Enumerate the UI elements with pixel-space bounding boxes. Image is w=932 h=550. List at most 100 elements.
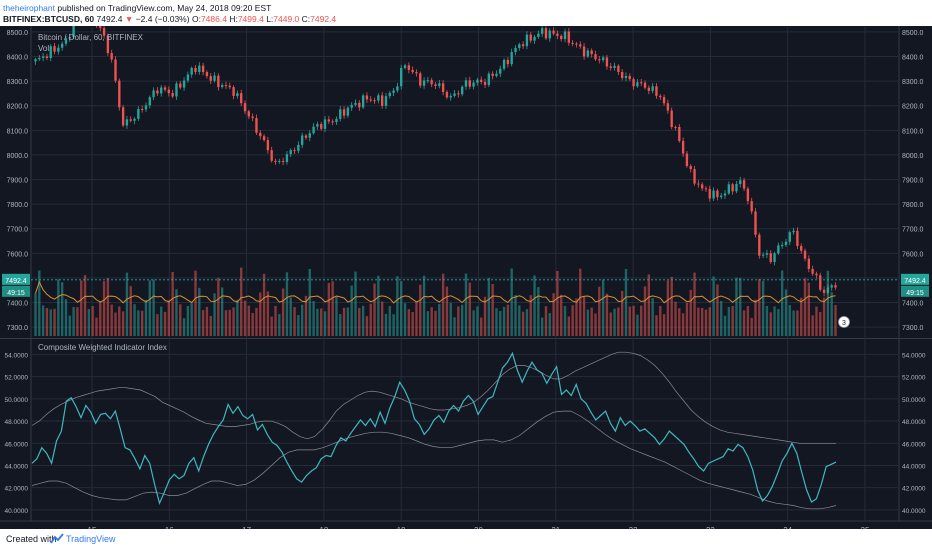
candle-body — [53, 46, 56, 52]
volume-bar — [796, 310, 799, 336]
author-link[interactable]: theheirophant — [3, 3, 55, 13]
candle-body — [57, 47, 60, 52]
candle-body — [807, 258, 811, 269]
volume-bar — [251, 313, 254, 336]
candle-body — [133, 118, 136, 121]
candle-body — [60, 43, 64, 48]
volume-bar — [712, 276, 715, 336]
volume-bar — [525, 309, 529, 336]
candle-body — [453, 93, 456, 96]
volume-bar — [834, 305, 837, 336]
candle-body — [483, 81, 487, 85]
candle-body — [620, 72, 624, 79]
indicator-tick-label-right: 40.0000 — [902, 508, 926, 515]
candle-body — [754, 211, 757, 235]
volume-bar — [800, 297, 803, 336]
volume-bar — [803, 278, 807, 336]
volume-bar — [693, 272, 696, 336]
candle-body — [396, 86, 399, 91]
indicator-main-line — [31, 351, 837, 506]
price-change: −2.4 (−0.03%) — [135, 14, 190, 24]
volume-bar — [822, 297, 826, 336]
volume-bar — [403, 303, 407, 336]
price-badge-text-right: 7492.4 — [904, 278, 926, 285]
volume-bar — [438, 304, 441, 336]
volume-bar — [194, 270, 197, 336]
volume-bar — [586, 309, 590, 336]
volume-bar — [784, 289, 788, 336]
volume-bar — [605, 293, 609, 336]
volume-bar — [83, 275, 87, 336]
close-value: 7492.4 — [310, 14, 337, 24]
candle-body — [236, 93, 239, 97]
candle-body — [708, 189, 711, 199]
volume-bar — [99, 301, 102, 336]
candle-body — [201, 65, 205, 73]
candle-body — [445, 91, 449, 98]
volume-bar — [300, 304, 304, 336]
price-tick-label-left: 7900.0 — [7, 178, 29, 185]
candle-body — [300, 135, 304, 145]
x-tick-label: 18 — [319, 526, 328, 529]
volume-bar — [636, 314, 639, 336]
volume-bar — [476, 306, 479, 336]
volume-bar — [68, 315, 71, 336]
volume-bar — [247, 305, 251, 336]
price-tick-label-left: 8500.0 — [7, 30, 29, 37]
candle-body — [529, 34, 532, 41]
volume-bar — [308, 268, 311, 336]
volume-bar — [72, 307, 75, 336]
candle-body — [788, 232, 791, 242]
volume-bar — [640, 305, 643, 336]
volume-bar — [453, 317, 456, 336]
volume-bar — [114, 312, 117, 336]
volume-bar — [293, 307, 296, 336]
candle-body — [274, 160, 277, 162]
candle-body — [289, 150, 292, 155]
price-badge-left — [2, 273, 30, 285]
candle-body — [735, 184, 738, 192]
volume-bar — [392, 314, 395, 336]
candle-body — [407, 65, 411, 70]
candle-body — [582, 46, 586, 57]
candle-body — [643, 82, 647, 88]
indicator-tick-label-right: 42.0000 — [902, 486, 926, 493]
candle-body — [49, 46, 52, 59]
volume-bar — [426, 311, 430, 336]
tradingview-logo-icon — [50, 533, 64, 544]
volume-bar — [289, 297, 292, 336]
candle-body — [140, 109, 144, 111]
candle-body — [259, 132, 262, 137]
indicator-tick-label-left: 50.0000 — [5, 397, 29, 404]
volume-bar — [617, 307, 620, 336]
price-tick-label-left: 8100.0 — [7, 128, 29, 135]
indicator-tick-label-left: 42.0000 — [5, 486, 29, 493]
candle-body — [617, 65, 620, 73]
volume-bar — [628, 306, 631, 336]
chart-area[interactable]: 15 16 17 18 19 20 21 22 23 24 25 7300.0 7300.0 7400.0… — [0, 26, 932, 529]
candle-body — [666, 103, 670, 111]
candle-body — [780, 244, 784, 246]
volume-bar — [697, 307, 700, 336]
volume-bar — [468, 282, 471, 336]
candle-body — [571, 42, 574, 44]
volume-bar — [510, 268, 513, 336]
x-tick-label: 19 — [397, 526, 406, 529]
volume-bar — [700, 307, 704, 336]
volume-ma-line — [35, 280, 836, 304]
volume-bar — [80, 280, 83, 336]
volume-bar — [761, 280, 765, 336]
volume-bar — [495, 308, 498, 336]
volume-bar — [643, 286, 647, 336]
indicator-pane-title: Composite Weighted Indicator Index — [38, 343, 167, 352]
price-tick-label-right: 8400.0 — [902, 55, 924, 62]
volume-bar — [327, 282, 331, 336]
candle-body — [632, 79, 635, 87]
volume-bar — [240, 267, 243, 336]
volume-bar — [830, 292, 833, 336]
candle-body — [720, 195, 723, 198]
candle-body — [575, 43, 578, 45]
tradingview-brand-link[interactable]: TradingView — [66, 534, 116, 544]
indicator-tick-label-right: 44.0000 — [902, 463, 926, 470]
open-value: 7486.4 — [200, 14, 227, 24]
